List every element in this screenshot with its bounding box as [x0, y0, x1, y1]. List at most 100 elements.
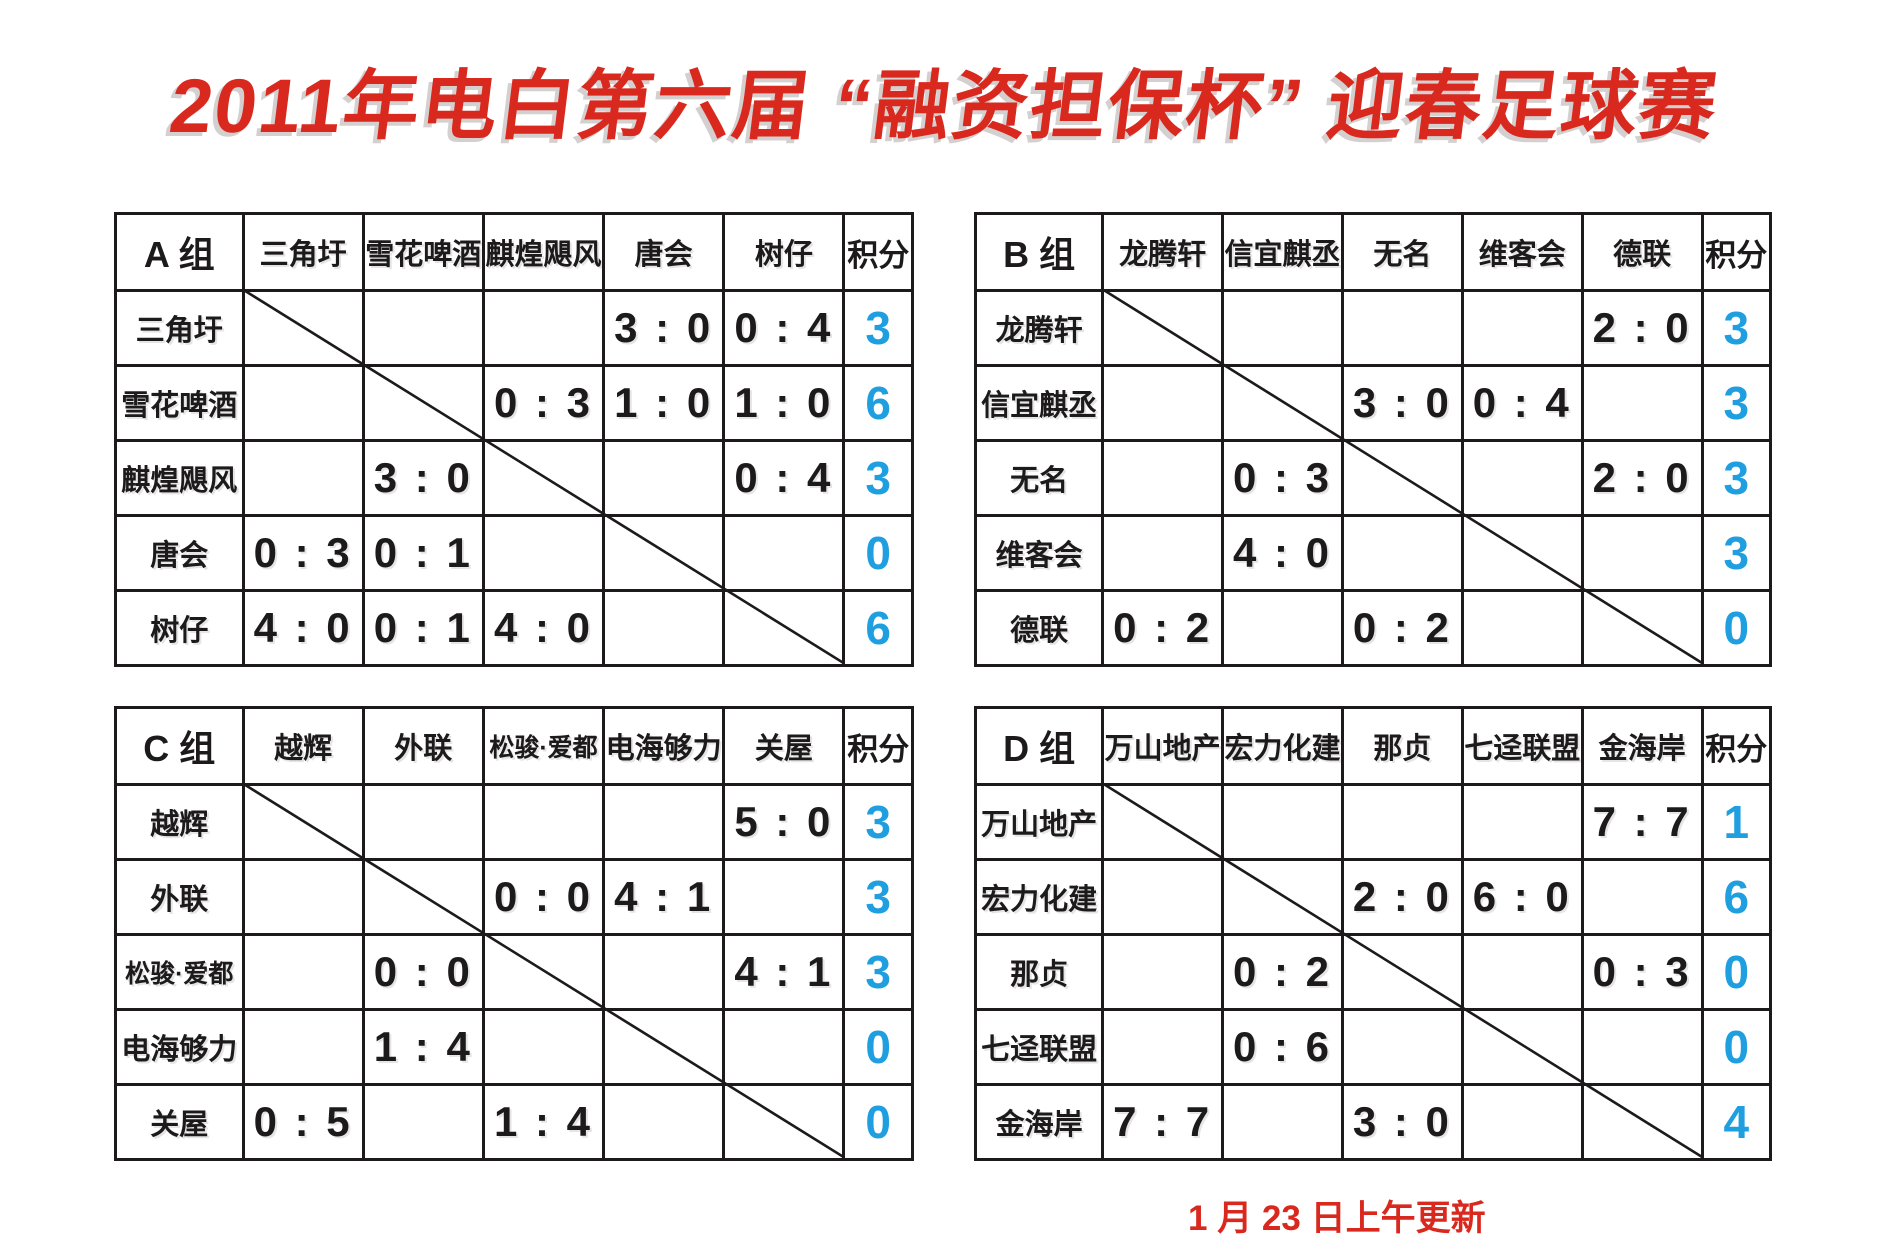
- team-header-cell: 信宜麒丞: [1221, 212, 1344, 292]
- score-cell: [361, 783, 485, 861]
- team-name-cell: 万山地产: [973, 783, 1105, 861]
- team-name-cell: 那贞: [973, 933, 1105, 1011]
- group-label-cell: C 组: [114, 706, 245, 786]
- score-cell: 0 : 2: [1340, 589, 1464, 667]
- score-cell: [602, 1008, 726, 1086]
- team-name-cell: 电海够力: [114, 1008, 245, 1086]
- points-cell: 1: [1700, 783, 1773, 861]
- score-cell: 1 : 4: [481, 1083, 606, 1161]
- tournament-title: 2011年电白第六届 “融资担保杯” 迎春足球赛: [165, 64, 1723, 149]
- score-cell: [481, 933, 606, 1011]
- header-row: B 组龙腾轩 信宜麒丞 无名 维客会 德联 积分: [973, 212, 1773, 292]
- team-header-cell: 三角圩: [241, 212, 365, 292]
- score-cell: [602, 514, 726, 592]
- score-cell: [1101, 364, 1225, 442]
- score-cell: [1460, 1083, 1584, 1161]
- team-row: 七迳联盟 0 : 6 0: [973, 1008, 1773, 1086]
- team-name-cell: 维客会: [973, 514, 1105, 592]
- score-cell: [1580, 589, 1704, 667]
- team-header-cell: 维客会: [1460, 212, 1584, 292]
- score-cell: 1 : 0: [722, 364, 846, 442]
- team-header-cell: 宏力化建: [1221, 706, 1344, 786]
- score-cell: [1101, 439, 1225, 517]
- score-cell: 4 : 1: [602, 858, 726, 936]
- score-cell: 6 : 0: [1460, 858, 1584, 936]
- points-cell: 4: [1700, 1083, 1773, 1161]
- team-header-cell: 无名: [1340, 212, 1464, 292]
- team-header-cell: 七迳联盟: [1460, 706, 1584, 786]
- points-header-cell: 积分: [842, 706, 914, 786]
- score-cell: [1221, 364, 1344, 442]
- score-cell: 4 : 0: [241, 589, 365, 667]
- score-cell: [1340, 1008, 1464, 1086]
- score-cell: [1460, 589, 1584, 667]
- score-cell: [1221, 589, 1344, 667]
- points-cell: 0: [842, 1083, 914, 1161]
- points-cell: 3: [842, 289, 914, 367]
- score-cell: [361, 858, 485, 936]
- score-cell: 3 : 0: [1340, 1083, 1464, 1161]
- score-cell: 0 : 1: [361, 589, 485, 667]
- score-cell: [361, 289, 485, 367]
- team-row: 电海够力 1 : 4 0: [114, 1008, 914, 1086]
- score-cell: 4 : 0: [1221, 514, 1344, 592]
- score-cell: [481, 783, 606, 861]
- score-cell: [1580, 858, 1704, 936]
- score-cell: [1340, 514, 1464, 592]
- score-cell: [361, 364, 485, 442]
- score-cell: [1340, 439, 1464, 517]
- score-cell: 0 : 1: [361, 514, 485, 592]
- score-cell: [1221, 1083, 1344, 1161]
- score-cell: [241, 439, 365, 517]
- points-cell: 3: [842, 439, 914, 517]
- team-header-cell: 麒煌飓风: [481, 212, 606, 292]
- score-cell: [241, 783, 365, 861]
- score-cell: [241, 364, 365, 442]
- score-cell: [1460, 439, 1584, 517]
- score-cell: [722, 1008, 846, 1086]
- score-cell: [1340, 289, 1464, 367]
- points-cell: 6: [842, 589, 914, 667]
- points-cell: 6: [1700, 858, 1773, 936]
- header-row: A 组三角圩 雪花啤酒 麒煌飓风 唐会 树仔 积分: [114, 212, 914, 292]
- points-cell: 3: [1700, 514, 1773, 592]
- team-row: 关屋 0 : 5 1 : 4 0: [114, 1083, 914, 1161]
- score-cell: 0 : 6: [1221, 1008, 1344, 1086]
- score-cell: 3 : 0: [361, 439, 485, 517]
- points-cell: 0: [1700, 1008, 1773, 1086]
- team-name-cell: 无名: [973, 439, 1105, 517]
- score-cell: [241, 933, 365, 1011]
- score-cell: [1340, 933, 1464, 1011]
- score-cell: 4 : 1: [722, 933, 846, 1011]
- points-cell: 0: [1700, 933, 1773, 1011]
- points-cell: 3: [1700, 439, 1773, 517]
- score-cell: [1580, 514, 1704, 592]
- points-cell: 3: [842, 858, 914, 936]
- team-header-cell: 松骏·爱都: [481, 706, 606, 786]
- score-cell: [1460, 289, 1584, 367]
- score-cell: [1221, 289, 1344, 367]
- update-note: 1 月 23 日上午更新: [1188, 1199, 1486, 1238]
- team-header-cell: 外联: [361, 706, 485, 786]
- team-header-cell: 电海够力: [602, 706, 726, 786]
- score-cell: 1 : 4: [361, 1008, 485, 1086]
- team-name-cell: 关屋: [114, 1083, 245, 1161]
- score-cell: 5 : 0: [722, 783, 846, 861]
- score-cell: [1101, 514, 1225, 592]
- score-cell: [1101, 933, 1225, 1011]
- score-cell: 4 : 0: [481, 589, 606, 667]
- score-cell: [1101, 289, 1225, 367]
- score-cell: 7 : 7: [1101, 1083, 1225, 1161]
- team-name-cell: 七迳联盟: [973, 1008, 1105, 1086]
- score-cell: [241, 858, 365, 936]
